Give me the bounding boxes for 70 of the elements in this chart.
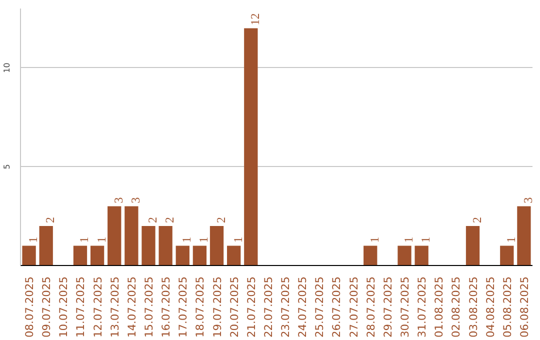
bar (90, 246, 104, 266)
data-label: 1 (230, 236, 245, 243)
x-tick-label: 25.07.2025 (313, 276, 326, 338)
x-tick-label: 14.07.2025 (125, 276, 138, 338)
bar (158, 226, 172, 266)
x-tick-label: 13.07.2025 (108, 276, 122, 338)
x-tick-label: 04.08.2025 (484, 276, 497, 338)
x-tick-label: 11.07.2025 (74, 276, 88, 338)
data-label: 1 (26, 236, 40, 243)
bar (108, 206, 122, 266)
x-tick-label: 10.07.2025 (57, 276, 70, 338)
x-tick-label: 02.08.2025 (450, 276, 463, 338)
data-label: 1 (77, 236, 92, 243)
x-tick-label: 29.07.2025 (381, 276, 394, 338)
bar (244, 28, 258, 266)
data-label: 1 (180, 236, 194, 243)
data-label: 3 (520, 197, 535, 204)
x-tick-label: 09.07.2025 (40, 276, 54, 338)
bar (176, 246, 190, 266)
x-tick-label: 21.07.2025 (244, 276, 258, 338)
x-tick-label: 01.08.2025 (432, 276, 446, 338)
bar (142, 226, 156, 266)
x-tick-label: 26.07.2025 (330, 276, 344, 338)
x-tick-label: 24.07.2025 (296, 276, 310, 338)
bar (398, 246, 412, 266)
data-label: 3 (128, 197, 142, 204)
data-label: 12 (248, 13, 262, 26)
data-label: 1 (196, 236, 211, 243)
x-tick-label: 12.07.2025 (91, 276, 104, 338)
x-tick-label: 15.07.2025 (142, 276, 156, 338)
x-tick-label: 27.07.2025 (347, 276, 360, 338)
x-tick-label: 03.08.2025 (466, 276, 480, 338)
x-tick-label: 17.07.2025 (176, 276, 190, 338)
x-tick-label: 22.07.2025 (262, 276, 275, 338)
bar (414, 246, 428, 266)
data-label: 2 (43, 216, 58, 223)
x-tick-label: 06.08.2025 (518, 276, 531, 338)
x-tick-label: 16.07.2025 (160, 276, 173, 338)
x-tick-label: 31.07.2025 (416, 276, 429, 338)
x-tick-label: 05.08.2025 (500, 276, 514, 338)
bar (364, 246, 378, 266)
data-label: 2 (470, 216, 484, 223)
x-tick-label: 18.07.2025 (194, 276, 207, 338)
data-label: 2 (162, 216, 177, 223)
bar (500, 246, 514, 266)
bar (517, 206, 531, 266)
bar (192, 246, 207, 266)
x-tick-label: 23.07.2025 (279, 276, 292, 338)
data-label: 1 (402, 236, 416, 243)
data-label: 1 (504, 236, 518, 243)
bar (22, 246, 36, 266)
bar (124, 206, 138, 266)
x-tick-label: 08.07.2025 (23, 276, 36, 338)
x-tick-label: 30.07.2025 (398, 276, 412, 338)
bar (39, 226, 53, 266)
data-label: 3 (111, 197, 126, 204)
data-label: 1 (367, 236, 382, 243)
bar (73, 246, 88, 266)
y-tick-label: 10 (2, 62, 12, 73)
x-tick-label: 19.07.2025 (210, 276, 224, 338)
data-label: 1 (94, 236, 108, 243)
data-label: 2 (214, 216, 228, 223)
data-label: 1 (418, 236, 433, 243)
data-label: 2 (146, 216, 160, 223)
x-tick-label: 20.07.2025 (228, 276, 241, 338)
y-tick-label: 5 (2, 164, 12, 170)
bar (227, 246, 241, 266)
bar (466, 226, 480, 266)
bar (210, 226, 224, 266)
x-tick-label: 28.07.2025 (364, 276, 378, 338)
